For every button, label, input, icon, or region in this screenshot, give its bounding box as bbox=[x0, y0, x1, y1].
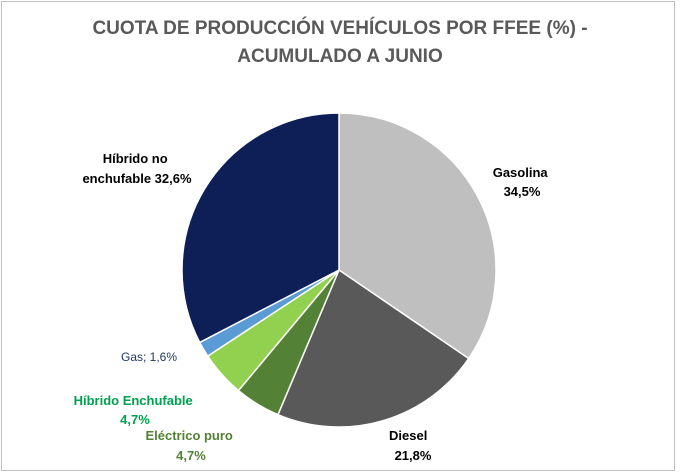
label-electrico: Eléctrico puro 4,7% bbox=[145, 428, 236, 463]
label-gas-text: Gas; 1,6% bbox=[121, 350, 177, 364]
chart-title-line-1: CUOTA DE PRODUCCIÓN VEHÍCULOS POR FFEE (… bbox=[92, 17, 587, 39]
label-hibrido-enchufable-name: Híbrido Enchufable bbox=[74, 393, 193, 408]
label-hibrido-enchufable-value: 4,7% bbox=[120, 412, 150, 427]
label-hibrido-no-enchufable-line2: enchufable 32,6% bbox=[82, 171, 192, 186]
label-hibrido-enchufable: Híbrido Enchufable 4,7% bbox=[74, 393, 197, 427]
label-hibrido-no-enchufable: Híbrido no enchufable 32,6% bbox=[82, 151, 192, 186]
pie-slice-hibrido-no-enchufable bbox=[181, 112, 340, 344]
chart-title-line-2: ACUMULADO A JUNIO bbox=[237, 46, 442, 67]
pie-slice-gasolina bbox=[338, 112, 497, 360]
pie-slice-diesel bbox=[276, 268, 470, 428]
label-electrico-value: 4,7% bbox=[176, 448, 206, 463]
label-diesel-value: 21,8% bbox=[395, 448, 432, 463]
label-diesel-name: Diesel bbox=[389, 428, 427, 443]
label-gasolina-name: Gasolina bbox=[493, 165, 549, 180]
label-gas: Gas; 1,6% bbox=[121, 350, 177, 364]
label-electrico-name: Eléctrico puro bbox=[145, 428, 232, 443]
label-diesel: Diesel 21,8% bbox=[389, 428, 432, 463]
label-hibrido-no-enchufable-line1: Híbrido no bbox=[103, 151, 168, 166]
label-gasolina-value: 34,5% bbox=[504, 184, 541, 199]
pie-slices bbox=[181, 112, 497, 428]
label-gasolina: Gasolina 34,5% bbox=[493, 165, 552, 199]
